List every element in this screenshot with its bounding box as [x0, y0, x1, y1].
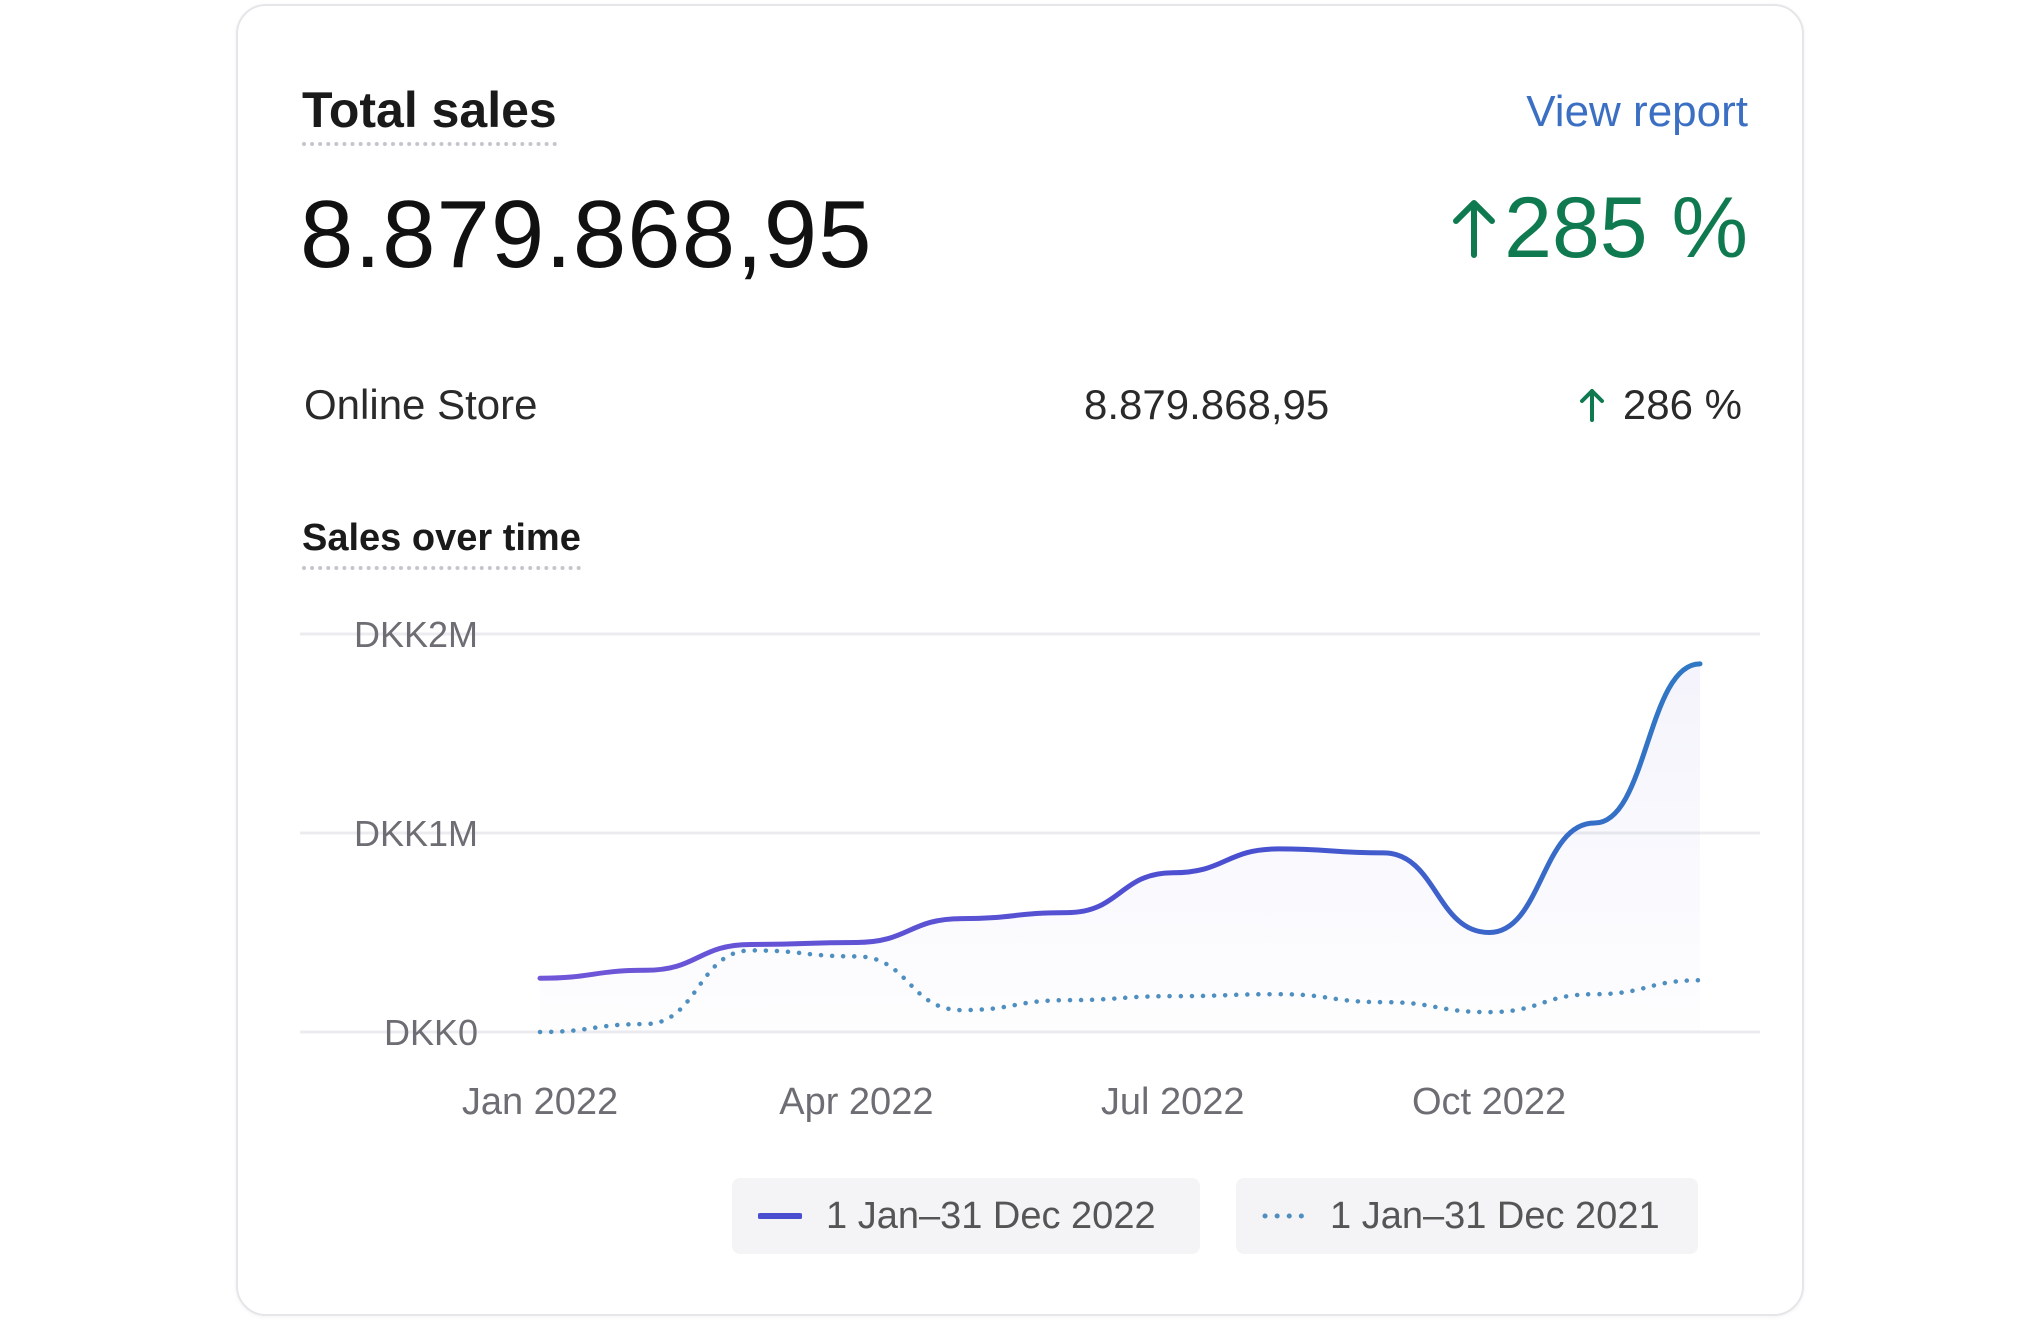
series-line-current	[537, 661, 1703, 981]
arrow-up-icon	[1453, 200, 1496, 258]
total-change-badge: 285 %	[1450, 178, 1748, 278]
y-tick-label: DKK2M	[354, 614, 478, 655]
channel-change: 286 %	[1579, 380, 1742, 430]
x-tick-label: Apr 2022	[779, 1081, 933, 1123]
channel-value: 8.879.868,95	[1084, 381, 1330, 428]
x-tick-label: Jul 2022	[1101, 1081, 1245, 1123]
sales-over-time-title[interactable]: Sales over time	[302, 516, 581, 570]
x-tick-label: Oct 2022	[1412, 1081, 1566, 1123]
total-sales-value: 8.879.868,95	[300, 181, 873, 288]
view-report-link[interactable]: View report	[1526, 87, 1748, 136]
channel-change-value: 286 %	[1622, 381, 1742, 428]
legend-label-current: 1 Jan–31 Dec 2022	[826, 1194, 1156, 1237]
total-sales-card	[236, 4, 1804, 1316]
solid-line-icon	[758, 1213, 802, 1219]
channel-label: Online Store	[304, 381, 538, 428]
dotted-line-icon	[1262, 1213, 1306, 1219]
y-tick-label: DKK0	[384, 1012, 478, 1053]
card-title[interactable]: Total sales	[302, 82, 557, 146]
total-change-value: 285 %	[1504, 180, 1748, 276]
legend-item-previous[interactable]: 1 Jan–31 Dec 2021	[1236, 1178, 1698, 1254]
x-tick-label: Jan 2022	[462, 1081, 618, 1123]
arrow-up-icon	[1579, 389, 1604, 422]
legend-item-current[interactable]: 1 Jan–31 Dec 2022	[732, 1178, 1200, 1254]
series-line-previous	[537, 948, 1703, 1035]
legend-label-previous: 1 Jan–31 Dec 2021	[1330, 1194, 1660, 1237]
series-area-current	[540, 663, 1700, 1032]
y-tick-label: DKK1M	[354, 813, 478, 854]
